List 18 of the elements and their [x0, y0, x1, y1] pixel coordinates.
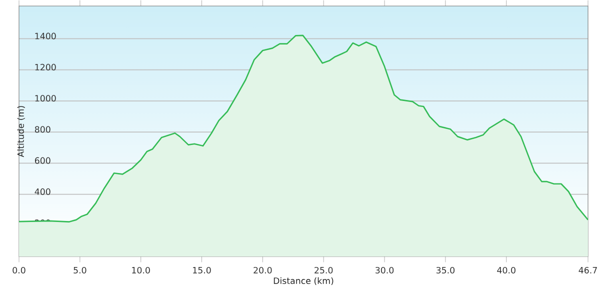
y-tick-label: 1200: [35, 64, 56, 70]
y-tick-label: 800: [34, 126, 50, 133]
x-tick-label: 30.0: [376, 266, 394, 274]
x-tick-label: 15.0: [193, 266, 211, 274]
y-tick-label: 400: [34, 188, 50, 195]
x-tick-label: 0.0: [12, 266, 26, 274]
x-tick-label: 25.0: [314, 266, 333, 274]
x-tick-label: 35.0: [436, 266, 455, 274]
x-tick-label: 10.0: [132, 266, 150, 274]
y-tick-label: 1400: [35, 32, 56, 40]
x-tick-label: 20.0: [254, 266, 272, 274]
y-tick-label: 600: [34, 157, 50, 164]
y-axis-title: Altitude (m): [17, 106, 25, 158]
x-tick-label: 40.0: [497, 266, 516, 274]
x-tick-label: 5.0: [74, 266, 86, 274]
x-tick-label: 46.7: [578, 266, 597, 274]
y-tick-label: 1000: [35, 95, 56, 102]
x-axis-title: Distance (km): [274, 277, 334, 286]
